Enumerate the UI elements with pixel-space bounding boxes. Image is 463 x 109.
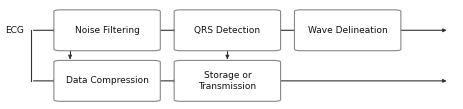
FancyBboxPatch shape (174, 60, 280, 101)
Text: QRS Detection: QRS Detection (194, 26, 260, 35)
FancyBboxPatch shape (174, 10, 280, 51)
Text: Data Compression: Data Compression (66, 76, 148, 85)
FancyBboxPatch shape (54, 60, 160, 101)
Text: Wave Delineation: Wave Delineation (307, 26, 387, 35)
FancyBboxPatch shape (54, 10, 160, 51)
FancyBboxPatch shape (294, 10, 400, 51)
Text: Noise Filtering: Noise Filtering (75, 26, 139, 35)
Text: ECG: ECG (5, 26, 24, 35)
Text: Storage or
Transmission: Storage or Transmission (198, 71, 256, 91)
